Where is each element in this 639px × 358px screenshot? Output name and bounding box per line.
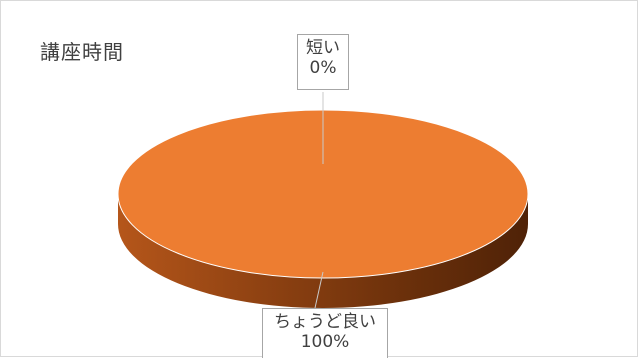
data-label-good-category: ちょうど良い: [274, 312, 376, 332]
data-label-good-percent: 100%: [300, 331, 350, 352]
data-label-short-percent: 0%: [309, 57, 337, 78]
data-label-short-category: 短い: [306, 38, 340, 58]
chart-title: 講座時間: [40, 40, 124, 64]
pie-side-wall: [118, 194, 528, 308]
leader-line-1: [314, 271, 324, 309]
data-label-good: ちょうど良い 100%: [262, 308, 388, 358]
data-label-short: 短い 0%: [297, 34, 349, 90]
